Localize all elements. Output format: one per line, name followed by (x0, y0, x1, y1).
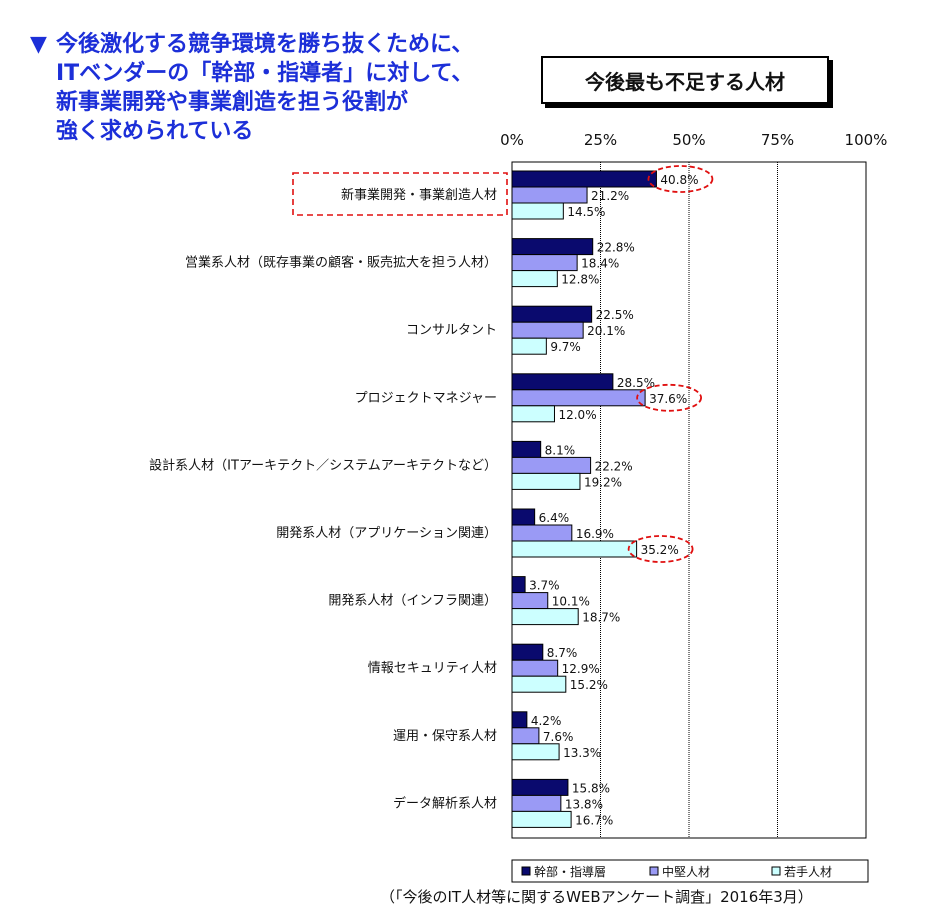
data-label: 28.5% (617, 376, 655, 390)
bar (511, 675, 567, 693)
bar (511, 810, 572, 828)
data-label: 15.8% (572, 781, 610, 795)
bar (511, 743, 560, 761)
data-label: 4.2% (531, 714, 562, 728)
bar (511, 576, 526, 594)
data-label: 12.0% (558, 408, 596, 422)
bar (511, 305, 593, 323)
bar (511, 373, 614, 391)
data-label: 21.2% (591, 189, 629, 203)
bar (511, 608, 579, 626)
bar (511, 254, 578, 272)
highlight-ellipse (636, 383, 703, 412)
bar (511, 186, 588, 204)
x-tick-label: 100% (845, 131, 888, 149)
data-label: 6.4% (539, 511, 570, 525)
data-label: 18.7% (582, 611, 620, 625)
highlight-ellipse (647, 165, 714, 193)
category-label: プロジェクトマネジャー (355, 391, 497, 406)
legend (511, 859, 869, 883)
x-tick-label: 50% (672, 131, 705, 149)
data-label: 8.7% (547, 646, 578, 660)
bar (511, 321, 584, 339)
data-label: 9.7% (550, 340, 581, 354)
category-label: 情報セキュリティ人材 (368, 661, 497, 676)
highlight-ellipse (627, 535, 694, 563)
bar (511, 389, 646, 407)
headline: ▼ 今後激化する競争環境を勝ち抜くために、 ITベンダーの「幹部・指導者」に対して… (30, 30, 510, 146)
bar (511, 170, 657, 188)
legend-label: 中堅人材 (662, 864, 710, 879)
data-label: 12.9% (562, 662, 600, 676)
legend-swatch (521, 866, 531, 876)
data-label: 13.3% (563, 746, 601, 760)
legend-swatch (771, 866, 781, 876)
bar (511, 238, 594, 256)
bar (511, 405, 555, 423)
bar (511, 508, 536, 526)
bar (511, 456, 592, 474)
category-label: 運用・保守系人材 (393, 729, 497, 744)
data-label: 16.9% (576, 527, 614, 541)
category-highlight-box (292, 172, 508, 216)
data-label: 19.2% (584, 475, 622, 489)
data-label: 22.2% (595, 459, 633, 473)
x-tick-label: 25% (584, 131, 617, 149)
headline-line-1: ▼ 今後激化する競争環境を勝ち抜くために、 (30, 30, 510, 59)
data-label: 22.5% (596, 308, 634, 322)
category-label: 開発系人材（インフラ関連） (328, 594, 497, 609)
legend-label: 幹部・指導層 (534, 864, 606, 879)
x-tick-label: 75% (761, 131, 794, 149)
data-label: 22.8% (597, 241, 635, 255)
bar (511, 540, 638, 558)
chart-title: 今後最も不足する人材 (541, 56, 829, 104)
data-label: 40.8% (660, 173, 698, 187)
bar (511, 727, 540, 745)
data-label: 10.1% (552, 595, 590, 609)
legend-swatch (649, 866, 659, 876)
data-label: 7.6% (543, 730, 574, 744)
source-note: （「今後のIT人材等に関するWEBアンケート調査」2016年3月） (380, 888, 813, 906)
headline-line-4: 強く求められている (56, 119, 254, 144)
data-label: 15.2% (570, 678, 608, 692)
bar (511, 711, 528, 729)
category-label: 開発系人材（アプリケーション関連） (276, 526, 497, 541)
bar (511, 270, 558, 288)
bar (511, 794, 562, 812)
category-label: 設計系人材（ITアーキテクト／システムアーキテクトなど） (149, 457, 497, 473)
data-label: 37.6% (649, 392, 687, 406)
bar (511, 472, 581, 490)
bar (511, 202, 564, 220)
bar (511, 778, 569, 796)
bar (511, 659, 559, 677)
category-label: データ解析系人材 (393, 795, 497, 811)
headline-line-2: ITベンダーの「幹部・指導者」に対して、 (56, 61, 474, 86)
x-tick-label: 0% (500, 131, 524, 149)
chart-title-text: 今後最も不足する人材 (585, 69, 785, 94)
data-label: 16.7% (575, 813, 613, 827)
data-label: 12.8% (561, 273, 599, 287)
bar (511, 524, 573, 542)
triangle-down-icon: ▼ (30, 32, 47, 57)
data-label: 14.5% (567, 205, 605, 219)
category-label: 営業系人材（既存事業の顧客・販売拡大を担う人材） (185, 255, 497, 271)
data-label: 3.7% (529, 579, 560, 593)
bar (511, 592, 549, 610)
legend-label: 若手人材 (784, 865, 832, 879)
data-label: 8.1% (545, 443, 576, 457)
category-label: コンサルタント (406, 323, 497, 338)
bar (511, 440, 542, 458)
bar (511, 643, 544, 661)
data-label: 13.8% (565, 797, 603, 811)
category-label: 新事業開発・事業創造人材 (341, 187, 497, 203)
data-label: 20.1% (587, 324, 625, 338)
data-label: 18.4% (581, 257, 619, 271)
headline-line-3: 新事業開発や事業創造を担う役割が (56, 90, 409, 115)
bar (511, 337, 547, 355)
data-label: 35.2% (641, 543, 679, 557)
headline-text-1: 今後激化する競争環境を勝ち抜くために、 (56, 32, 474, 57)
